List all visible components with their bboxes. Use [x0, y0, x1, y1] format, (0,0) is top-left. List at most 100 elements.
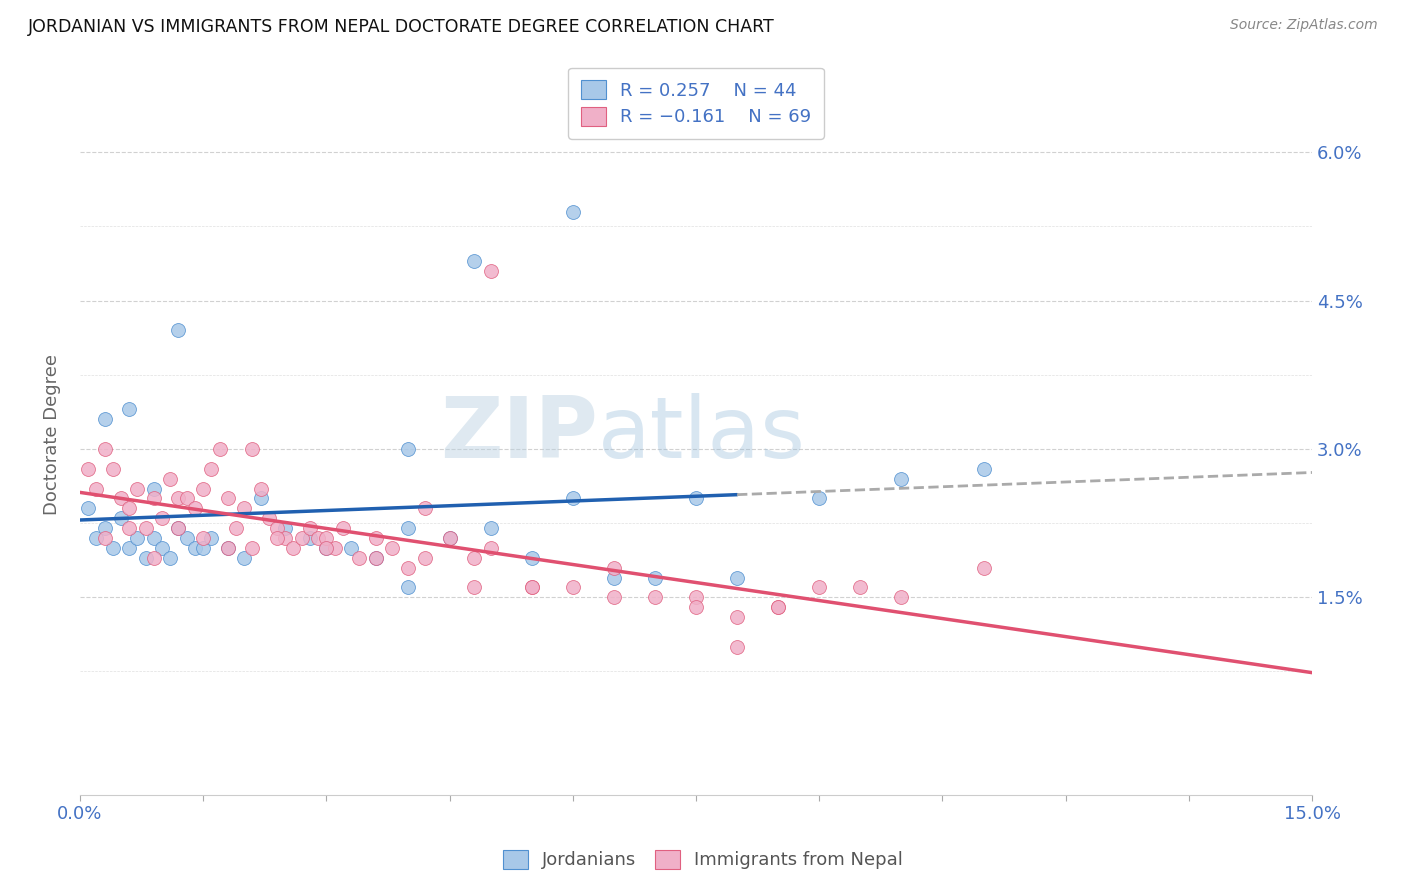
Point — [249, 482, 271, 496]
Point — [381, 541, 404, 555]
Point — [84, 531, 107, 545]
Point — [298, 521, 321, 535]
Legend: R = 0.257    N = 44, R = −0.161    N = 69: R = 0.257 N = 44, R = −0.161 N = 69 — [568, 68, 824, 139]
Point — [644, 570, 666, 584]
Point — [973, 560, 995, 574]
Point — [176, 531, 198, 545]
Point — [973, 462, 995, 476]
Point — [127, 531, 149, 545]
Point — [520, 581, 543, 595]
Point — [274, 521, 297, 535]
Point — [142, 482, 165, 496]
Point — [167, 521, 190, 535]
Point — [332, 521, 354, 535]
Point — [463, 581, 485, 595]
Point — [398, 581, 420, 595]
Text: atlas: atlas — [598, 392, 806, 475]
Point — [225, 521, 247, 535]
Point — [110, 491, 132, 506]
Point — [257, 511, 280, 525]
Point — [463, 254, 485, 268]
Point — [150, 511, 173, 525]
Point — [685, 491, 707, 506]
Point — [766, 600, 789, 615]
Point — [298, 531, 321, 545]
Point — [167, 323, 190, 337]
Point — [398, 442, 420, 456]
Point — [413, 550, 436, 565]
Point — [191, 541, 214, 555]
Point — [644, 591, 666, 605]
Point — [340, 541, 363, 555]
Point — [439, 531, 461, 545]
Point — [398, 521, 420, 535]
Text: ZIP: ZIP — [440, 392, 598, 475]
Legend: Jordanians, Immigrants from Nepal: Jordanians, Immigrants from Nepal — [494, 841, 912, 879]
Point — [142, 550, 165, 565]
Point — [439, 531, 461, 545]
Point — [323, 541, 346, 555]
Point — [479, 521, 502, 535]
Point — [84, 482, 107, 496]
Point — [159, 472, 181, 486]
Point — [307, 531, 329, 545]
Point — [150, 541, 173, 555]
Point — [135, 550, 157, 565]
Point — [217, 541, 239, 555]
Point — [93, 442, 115, 456]
Point — [184, 501, 207, 516]
Point — [159, 550, 181, 565]
Point — [561, 491, 583, 506]
Point — [118, 402, 141, 417]
Point — [200, 462, 222, 476]
Point — [849, 581, 872, 595]
Point — [364, 531, 387, 545]
Point — [315, 531, 337, 545]
Point — [167, 491, 190, 506]
Point — [603, 570, 626, 584]
Point — [685, 591, 707, 605]
Point — [685, 600, 707, 615]
Point — [77, 462, 100, 476]
Point — [398, 560, 420, 574]
Point — [347, 550, 370, 565]
Point — [561, 204, 583, 219]
Point — [266, 521, 288, 535]
Point — [118, 501, 141, 516]
Point — [93, 412, 115, 426]
Point — [725, 610, 748, 624]
Point — [479, 541, 502, 555]
Point — [233, 501, 256, 516]
Point — [274, 531, 297, 545]
Point — [463, 550, 485, 565]
Point — [184, 541, 207, 555]
Point — [217, 541, 239, 555]
Point — [603, 591, 626, 605]
Point — [242, 541, 264, 555]
Point — [479, 264, 502, 278]
Point — [249, 491, 271, 506]
Y-axis label: Doctorate Degree: Doctorate Degree — [44, 353, 60, 515]
Point — [176, 491, 198, 506]
Point — [266, 531, 288, 545]
Text: JORDANIAN VS IMMIGRANTS FROM NEPAL DOCTORATE DEGREE CORRELATION CHART: JORDANIAN VS IMMIGRANTS FROM NEPAL DOCTO… — [28, 18, 775, 36]
Point — [200, 531, 222, 545]
Point — [890, 472, 912, 486]
Point — [167, 521, 190, 535]
Point — [101, 462, 124, 476]
Point — [191, 531, 214, 545]
Point — [118, 541, 141, 555]
Point — [520, 550, 543, 565]
Point — [101, 541, 124, 555]
Point — [135, 521, 157, 535]
Point — [603, 560, 626, 574]
Point — [315, 541, 337, 555]
Point — [233, 550, 256, 565]
Point — [217, 491, 239, 506]
Point — [364, 550, 387, 565]
Point — [766, 600, 789, 615]
Point — [725, 570, 748, 584]
Point — [364, 550, 387, 565]
Point — [208, 442, 231, 456]
Point — [890, 591, 912, 605]
